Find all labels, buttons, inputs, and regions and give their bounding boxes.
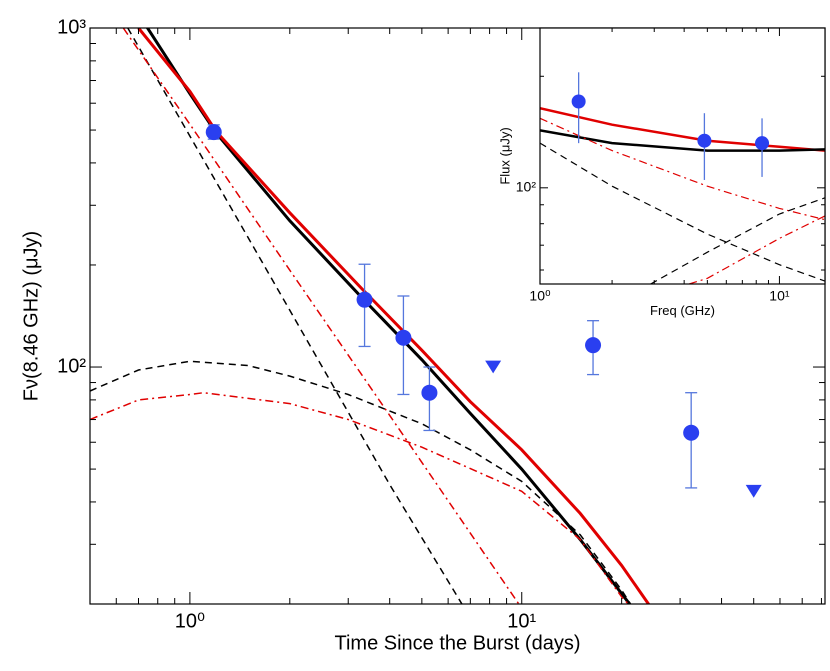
curve: [540, 129, 825, 152]
data-point: [697, 133, 712, 148]
x-axis-label: Time Since the Burst (days): [334, 632, 580, 654]
y-tick-label: 10³: [57, 16, 86, 38]
data-point: [395, 329, 412, 346]
curve: [127, 28, 463, 604]
data-point: [683, 424, 700, 441]
upper-limit: [485, 360, 502, 374]
curve: [90, 360, 632, 604]
data-point: [571, 94, 586, 109]
curve: [137, 28, 651, 604]
upper-limit: [745, 484, 762, 498]
y-axis-label: Fν(8.46 GHz) (μJy): [20, 231, 42, 401]
x-tick-label: 10¹: [507, 610, 536, 632]
x-tick-label: 10¹: [769, 287, 790, 303]
data-point: [205, 124, 222, 141]
y-axis-label: Flux (μJy): [497, 127, 512, 184]
plot: [540, 72, 825, 284]
plot-frame: [89, 27, 826, 605]
x-tick-label: 10⁰: [529, 287, 551, 303]
curve: [90, 391, 630, 604]
data-point: [755, 136, 770, 151]
curve: [122, 28, 520, 604]
curve: [540, 117, 825, 221]
plot-area: [540, 28, 825, 284]
curve: [650, 197, 825, 284]
plot: [90, 28, 762, 604]
data-point: [356, 291, 373, 308]
x-tick-label: 10⁰: [175, 610, 205, 632]
x-axis-label: Freq (GHz): [650, 303, 715, 318]
data-point: [585, 337, 602, 354]
curve: [689, 215, 825, 284]
data-point: [421, 384, 438, 401]
y-tick-label: 10²: [516, 179, 537, 195]
y-tick-label: 10²: [57, 355, 86, 377]
plot-frame: [539, 27, 826, 285]
